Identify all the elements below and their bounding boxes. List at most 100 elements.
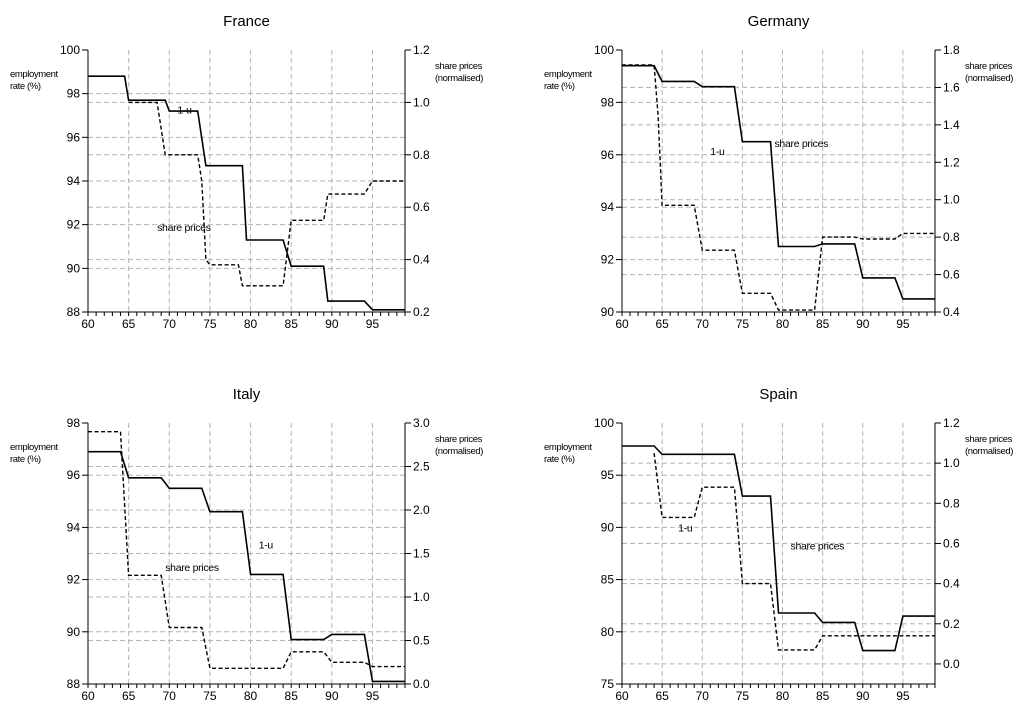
chart-italy-y-left-tick-label: 98 bbox=[67, 416, 81, 430]
chart-france-right-axis-label: (normalised) bbox=[435, 73, 483, 84]
chart-spain-y-left-tick-label: 75 bbox=[601, 677, 615, 691]
chart-france-right-axis-label: share prices bbox=[435, 61, 483, 72]
chart-france-y-right-tick-label: 0.4 bbox=[413, 253, 430, 267]
chart-spain-y-right-tick-label: 0.8 bbox=[943, 496, 960, 510]
chart-italy-annotation: share prices bbox=[165, 562, 219, 574]
chart-germany-y-left-tick-label: 92 bbox=[601, 253, 615, 267]
chart-italy-x-tick-label: 75 bbox=[203, 689, 217, 703]
chart-italy-y-left-tick-label: 90 bbox=[67, 625, 81, 639]
chart-germany-left-axis-label: employment bbox=[544, 69, 593, 80]
chart-italy-y-right-tick-label: 1.5 bbox=[413, 547, 430, 561]
chart-germany-y-right-tick-label: 1.4 bbox=[943, 118, 960, 132]
chart-spain-x-tick-label: 65 bbox=[655, 689, 669, 703]
chart-germany-title: Germany bbox=[748, 13, 810, 30]
chart-france-annotation: share prices bbox=[157, 222, 211, 234]
chart-italy-y-right-tick-label: 0.0 bbox=[413, 677, 430, 691]
chart-spain-y-right-tick-label: 1.2 bbox=[943, 416, 960, 430]
chart-italy-left-axis-label: employment bbox=[10, 442, 59, 453]
chart-spain-y-right-tick-label: 0.2 bbox=[943, 617, 960, 631]
chart-france-y-right-tick-label: 0.8 bbox=[413, 148, 430, 162]
chart-spain-x-tick-label: 75 bbox=[736, 689, 750, 703]
chart-italy-x-tick-label: 60 bbox=[81, 689, 95, 703]
chart-spain-annotation: 1-u bbox=[678, 523, 693, 535]
chart-italy-series-employment-line bbox=[88, 450, 405, 683]
chart-italy-annotation: 1-u bbox=[259, 539, 274, 551]
chart-france-x-tick-label: 70 bbox=[163, 317, 177, 331]
chart-france-y-right-tick-label: 1.0 bbox=[413, 95, 430, 109]
chart-italy-y-left-tick-label: 92 bbox=[67, 573, 81, 587]
chart-italy-right-axis-label: share prices bbox=[435, 434, 483, 445]
chart-france-y-left-tick-label: 100 bbox=[60, 43, 80, 57]
chart-france-x-tick-label: 95 bbox=[366, 317, 380, 331]
chart-france-y-right-tick-label: 0.6 bbox=[413, 200, 430, 214]
chart-spain-annotation: share prices bbox=[791, 540, 845, 552]
chart-germany-y-right-tick-label: 1.2 bbox=[943, 155, 960, 169]
chart-italy-y-left-tick-label: 94 bbox=[67, 520, 81, 534]
chart-spain-series-employment-line bbox=[622, 445, 935, 652]
chart-italy-x-tick-label: 90 bbox=[325, 689, 339, 703]
chart-germany-right-axis-label: (normalised) bbox=[965, 73, 1013, 84]
chart-france-series-employment-line bbox=[88, 75, 405, 311]
chart-italy-y-left-tick-label: 96 bbox=[67, 468, 81, 482]
chart-italy-x-tick-label: 65 bbox=[122, 689, 136, 703]
chart-spain-y-right-tick-label: 0.6 bbox=[943, 536, 960, 550]
chart-germany-right-axis-label: share prices bbox=[965, 61, 1013, 72]
chart-germany-y-left-tick-label: 98 bbox=[601, 95, 615, 109]
chart-italy-y-right-tick-label: 2.0 bbox=[413, 503, 430, 517]
chart-france-y-left-tick-label: 92 bbox=[67, 218, 81, 232]
chart-spain-right-axis-label: share prices bbox=[965, 434, 1013, 445]
chart-italy-y-right-tick-label: 3.0 bbox=[413, 416, 430, 430]
chart-france-y-left-tick-label: 94 bbox=[67, 174, 81, 188]
chart-italy-series-share-prices-line bbox=[88, 431, 405, 669]
chart-germany-x-tick-label: 90 bbox=[856, 317, 870, 331]
chart-germany-y-left-tick-label: 90 bbox=[601, 305, 615, 319]
chart-france-y-left-tick-label: 90 bbox=[67, 261, 81, 275]
chart-germany-y-right-tick-label: 0.6 bbox=[943, 268, 960, 282]
chart-france-series-share-prices-line bbox=[128, 101, 405, 287]
chart-france-title: France bbox=[223, 13, 270, 30]
chart-germany-series-share-prices-line bbox=[622, 64, 935, 311]
chart-italy-y-right-tick-label: 0.5 bbox=[413, 634, 430, 648]
chart-spain-x-tick-label: 70 bbox=[696, 689, 710, 703]
chart-italy-y-right-tick-label: 2.5 bbox=[413, 460, 430, 474]
chart-spain-right-axis-label: (normalised) bbox=[965, 446, 1013, 457]
chart-france-x-tick-label: 90 bbox=[325, 317, 339, 331]
chart-spain-y-left-tick-label: 80 bbox=[601, 625, 615, 639]
chart-france-y-right-tick-label: 0.2 bbox=[413, 305, 430, 319]
chart-spain-series-share-prices-line bbox=[653, 453, 935, 651]
chart-spain-y-left-tick-label: 90 bbox=[601, 520, 615, 534]
chart-italy-y-right-tick-label: 1.0 bbox=[413, 590, 430, 604]
chart-germany-annotation: share prices bbox=[774, 138, 828, 150]
chart-spain-title: Spain bbox=[759, 386, 797, 403]
chart-italy-x-tick-label: 80 bbox=[244, 689, 258, 703]
chart-spain-x-tick-label: 60 bbox=[615, 689, 629, 703]
chart-france-y-right-tick-label: 1.2 bbox=[413, 43, 430, 57]
chart-germany-x-tick-label: 95 bbox=[896, 317, 910, 331]
chart-spain-x-tick-label: 90 bbox=[856, 689, 870, 703]
chart-spain-y-right-tick-label: 0.4 bbox=[943, 577, 960, 591]
chart-germany-y-left-tick-label: 94 bbox=[601, 200, 615, 214]
chart-france-x-tick-label: 75 bbox=[203, 317, 217, 331]
chart-france-x-tick-label: 85 bbox=[285, 317, 299, 331]
chart-germany-series-employment-line bbox=[622, 64, 935, 300]
chart-france-annotation: 1-u bbox=[177, 104, 192, 116]
chart-germany-annotation: 1-u bbox=[710, 146, 725, 158]
chart-germany-x-tick-label: 85 bbox=[816, 317, 830, 331]
chart-spain-left-axis-label: rate (%) bbox=[544, 454, 575, 465]
chart-italy-right-axis-label: (normalised) bbox=[435, 446, 483, 457]
chart-italy-title: Italy bbox=[233, 386, 261, 403]
chart-spain-y-right-tick-label: 1.0 bbox=[943, 456, 960, 470]
chart-italy-y-left-tick-label: 88 bbox=[67, 677, 81, 691]
chart-spain-y-left-tick-label: 85 bbox=[601, 573, 615, 587]
chart-germany-y-right-tick-label: 1.0 bbox=[943, 193, 960, 207]
chart-spain-x-tick-label: 80 bbox=[776, 689, 790, 703]
chart-france-x-tick-label: 60 bbox=[81, 317, 95, 331]
chart-germany-left-axis-label: rate (%) bbox=[544, 81, 575, 92]
chart-italy-x-tick-label: 70 bbox=[163, 689, 177, 703]
chart-italy-x-tick-label: 95 bbox=[366, 689, 380, 703]
chart-italy-left-axis-label: rate (%) bbox=[10, 454, 41, 465]
chart-germany-y-right-tick-label: 0.4 bbox=[943, 305, 960, 319]
chart-germany-y-right-tick-label: 1.6 bbox=[943, 80, 960, 94]
